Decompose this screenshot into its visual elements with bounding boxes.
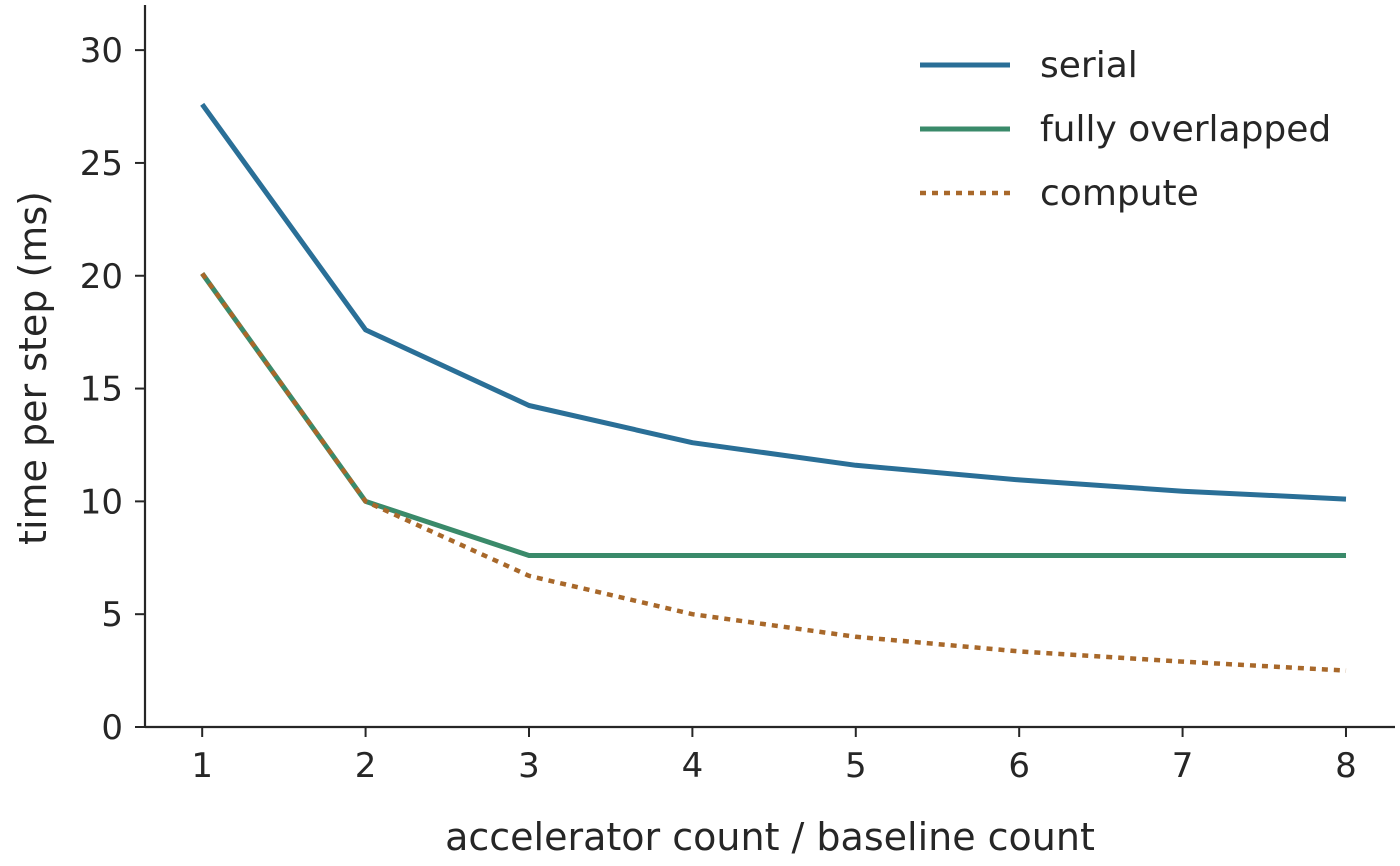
axes: 0 5 10 15 20 25 30 1 2 3 4 5 6 7 8 — [80, 5, 1395, 786]
y-tick-label: 5 — [101, 595, 123, 635]
legend-label-compute: compute — [1040, 173, 1199, 214]
series-line-fully-overlapped — [200, 272, 1346, 558]
x-tick-label: 4 — [682, 746, 704, 786]
x-tick-label: 6 — [1008, 746, 1030, 786]
legend: serial fully overlapped compute — [920, 45, 1331, 214]
x-tick-label: 5 — [845, 746, 867, 786]
y-tick-label: 0 — [101, 708, 123, 748]
y-tick-label: 10 — [80, 482, 123, 522]
x-axis-label: accelerator count / baseline count — [445, 815, 1095, 859]
series-line-serial — [200, 102, 1347, 502]
x-tick-label: 3 — [518, 746, 540, 786]
y-axis-label: time per step (ms) — [11, 191, 55, 545]
y-tick-label: 15 — [80, 370, 123, 410]
x-tick-label: 2 — [355, 746, 377, 786]
x-tick-label: 7 — [1172, 746, 1194, 786]
y-tick-label: 20 — [80, 257, 123, 297]
y-tick-label: 30 — [80, 31, 123, 71]
legend-label-serial: serial — [1040, 45, 1138, 86]
series-line-compute — [200, 272, 1347, 673]
x-tick-label: 1 — [191, 746, 213, 786]
series-layer — [200, 102, 1347, 673]
y-tick-label: 25 — [80, 144, 123, 184]
x-tick-label: 8 — [1335, 746, 1357, 786]
legend-label-fully-overlapped: fully overlapped — [1040, 109, 1331, 150]
